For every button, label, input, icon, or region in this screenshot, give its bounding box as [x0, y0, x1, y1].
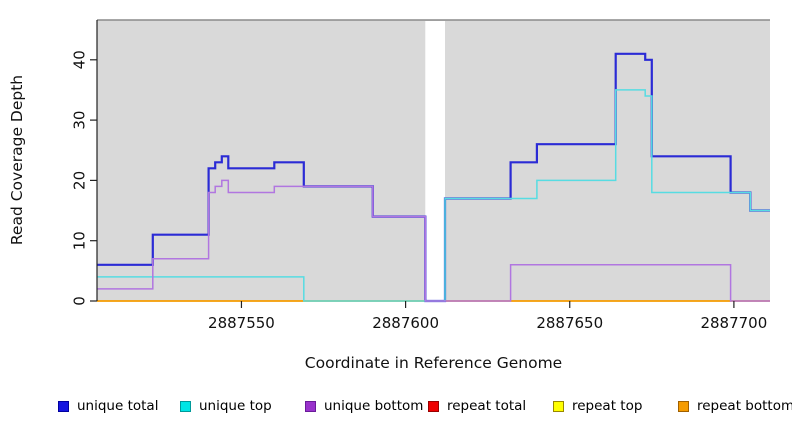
y-tick-label: 20: [70, 171, 88, 190]
series-unique-bottom: [97, 179, 770, 302]
y-tick-label: 40: [70, 50, 88, 69]
x-tick-label: 2887600: [372, 314, 439, 332]
series-unique-top: [97, 89, 770, 302]
x-axis-label: Coordinate in Reference Genome: [304, 354, 563, 372]
no-data-band: [425, 21, 445, 303]
y-tick-label: 10: [70, 231, 88, 250]
y-tick-label: 0: [71, 296, 89, 306]
x-tick-label: 2887650: [536, 314, 603, 332]
x-tick-label: 2887550: [208, 314, 275, 332]
y-tick-label: 30: [70, 111, 88, 130]
y-axis-label: Read Coverage Depth: [8, 74, 26, 246]
x-tick-label: 2887700: [700, 314, 767, 332]
